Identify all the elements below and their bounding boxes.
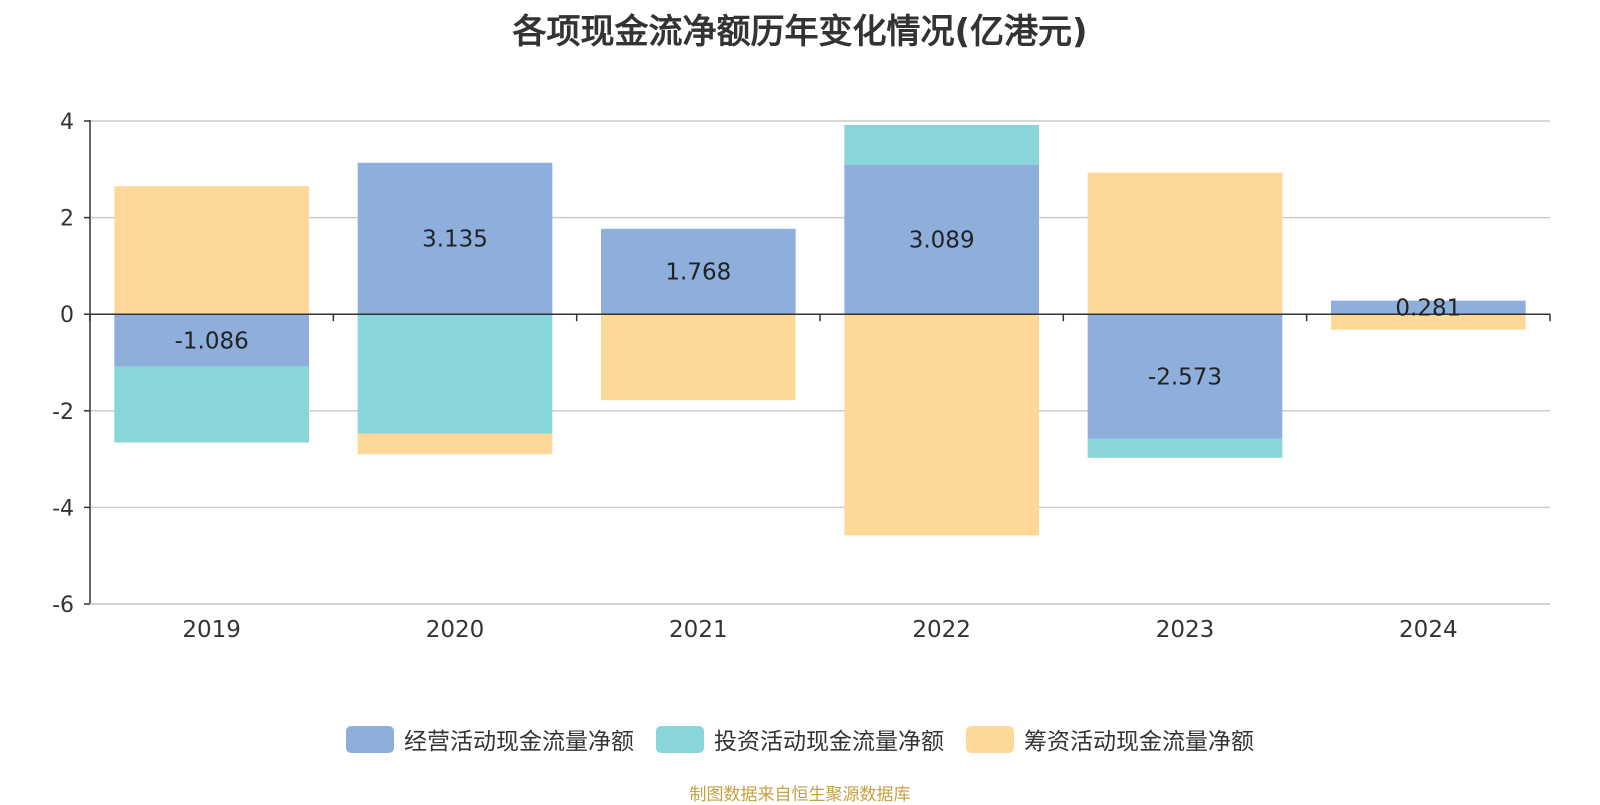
bar-segment-2024-s3 xyxy=(1331,314,1526,330)
data-label-2022: 3.089 xyxy=(909,228,975,254)
legend-item-1[interactable]: 经营活动现金流量净额 xyxy=(346,722,634,756)
y-tick-label: -2 xyxy=(52,400,74,425)
source-note: 制图数据来自恒生聚源数据库 xyxy=(689,785,911,805)
legend-label: 筹资活动现金流量净额 xyxy=(1024,729,1254,755)
y-tick-label: 2 xyxy=(60,207,74,232)
bars xyxy=(114,124,1526,536)
x-tick-label: 2020 xyxy=(426,617,485,643)
bar-segment-2019-s3 xyxy=(114,186,309,315)
bar-segment-2021-s3 xyxy=(601,314,796,401)
legend-swatch xyxy=(966,725,1014,753)
bar-segment-2024-s1 xyxy=(1331,300,1526,315)
y-tick-label: 0 xyxy=(60,303,74,328)
data-label-2020: 3.135 xyxy=(422,226,488,252)
bar-segment-2019-s2 xyxy=(114,366,309,443)
legend-label: 投资活动现金流量净额 xyxy=(714,729,944,755)
bar-segment-2023-s3 xyxy=(1087,172,1283,315)
x-tick-label: 2024 xyxy=(1399,617,1458,643)
bar-segment-2022-s2 xyxy=(844,124,1039,166)
data-label-2019: -1.086 xyxy=(175,328,249,354)
bar-segment-2020-s1 xyxy=(357,162,553,315)
x-tick-label: 2019 xyxy=(182,617,241,643)
legend-swatch xyxy=(346,725,394,753)
bar-segment-2019-s1 xyxy=(114,314,309,367)
legend: 经营活动现金流量净额 投资活动现金流量净额 筹资活动现金流量净额 xyxy=(0,719,1600,759)
data-label-2021: 1.768 xyxy=(665,260,731,286)
data-label-2024: 0.281 xyxy=(1395,295,1461,321)
legend-item-3[interactable]: 筹资活动现金流量净额 xyxy=(966,722,1254,756)
y-tick-label: -6 xyxy=(52,593,74,618)
bar-segment-2022-s1 xyxy=(844,165,1039,315)
y-tick-label: -4 xyxy=(52,496,74,521)
cashflow-chart: 4 2 0 -2 -4 -6 2019 2020 2021 2022 2023 2024 -1.086… xyxy=(52,110,1551,643)
axes: 4 2 0 -2 -4 -6 2019 2020 2021 2022 2023 2024 xyxy=(52,110,1551,643)
bar-segment-2020-s3 xyxy=(357,433,553,455)
data-labels: -1.086 3.135 1.768 3.089 -2.573 0.281 xyxy=(175,226,1462,390)
data-label-2023: -2.573 xyxy=(1148,364,1222,390)
x-tick-label: 2023 xyxy=(1156,617,1215,643)
x-tick-label: 2021 xyxy=(669,617,728,643)
bar-segment-2023-s2 xyxy=(1087,438,1283,458)
legend-swatch xyxy=(656,725,704,753)
bar-segment-2023-s1 xyxy=(1087,314,1283,439)
x-tick-label: 2022 xyxy=(912,617,971,643)
grid-lines xyxy=(90,120,1550,605)
bar-segment-2022-s3 xyxy=(844,314,1039,536)
y-tick-label: 4 xyxy=(60,110,74,135)
legend-label: 经营活动现金流量净额 xyxy=(404,729,634,755)
bar-segment-2021-s1 xyxy=(601,228,796,315)
legend-item-2[interactable]: 投资活动现金流量净额 xyxy=(656,722,944,756)
chart-title: 各项现金流净额历年变化情况(亿港元) xyxy=(512,12,1088,52)
bar-segment-2020-s2 xyxy=(357,314,553,434)
